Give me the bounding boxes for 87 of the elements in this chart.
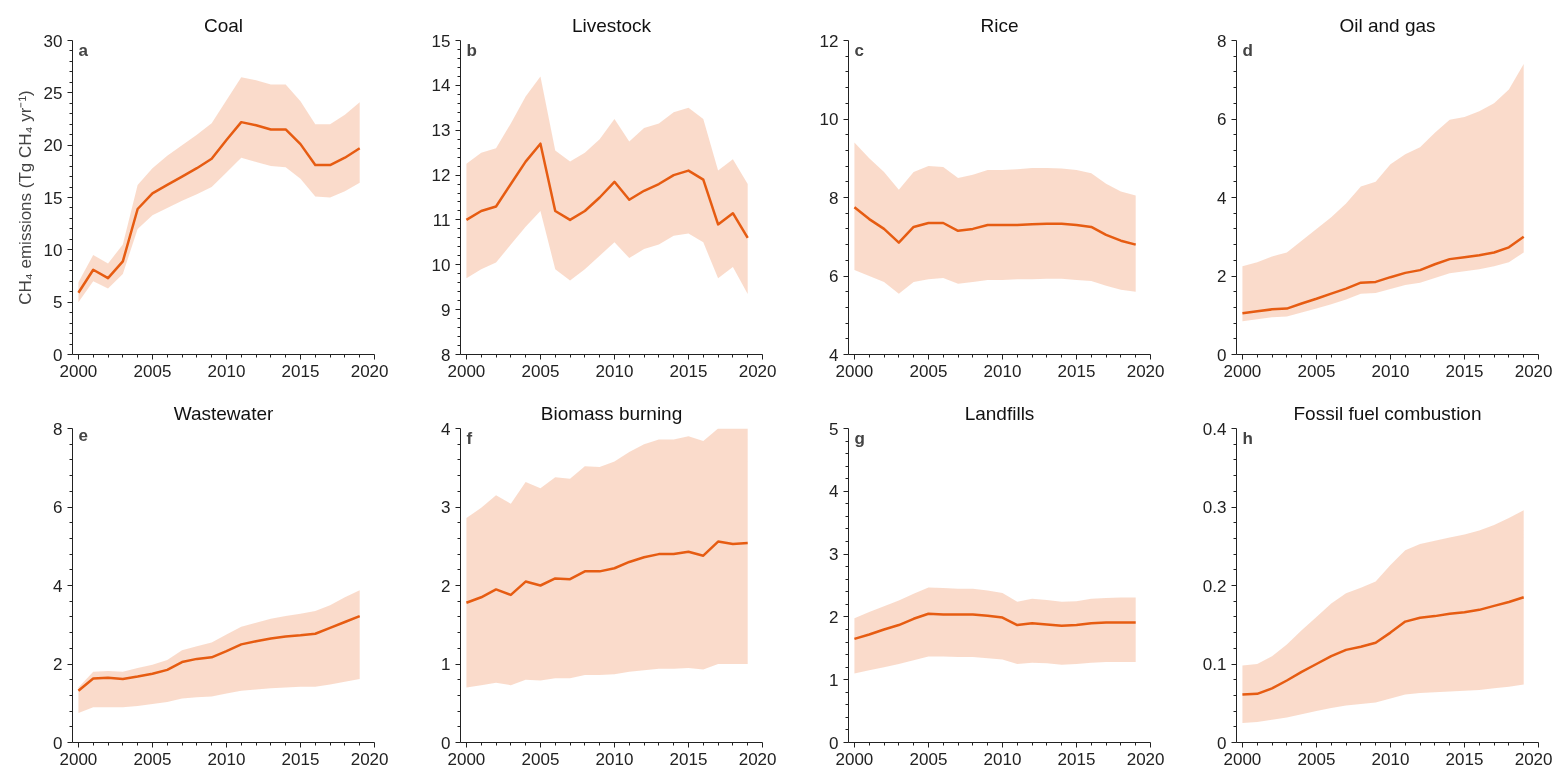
y-tick-label: 10 [819,110,839,129]
x-tick-label: 2005 [1297,749,1336,769]
y-tick-label: 0.1 [1202,655,1227,674]
annotation: f [466,428,473,448]
y-tick-label: 6 [53,498,63,517]
y-tick-label: 30 [43,31,63,51]
y-tick-label: 12 [431,166,451,186]
y-axis-title: CH₄ emissions (Tg CH₄ yr⁻¹) [15,90,35,305]
y-tick-label: 5 [829,419,839,439]
y-tick-label: 2 [53,655,63,674]
y-tick-label: 6 [829,267,839,286]
y-tick-label: 2 [829,607,839,627]
x-tick-label: 2010 [207,361,246,381]
y-tick-label: 8 [1217,31,1227,51]
x-tick-label: 2015 [281,361,320,381]
y-tick-label: 13 [431,121,451,141]
y-tick-label: 2 [441,576,451,596]
y-tick-label: 5 [53,293,63,313]
chart-title: Fossil fuel combustion [1293,402,1482,424]
x-tick-label: 2010 [207,749,246,769]
y-tick-label: 4 [1217,188,1227,208]
y-tick-label: 1 [441,655,451,674]
x-tick-label: 2015 [281,749,320,769]
y-tick-label: 20 [43,136,63,156]
chart-title: Landfills [964,402,1035,424]
annotation: c [854,40,864,60]
chart-title: Livestock [571,14,652,36]
x-tick-label: 2015 [669,361,708,381]
annotation: g [854,428,865,448]
chart-title: Coal [203,14,244,36]
y-tick-label: 10 [43,240,63,260]
x-tick-label: 2015 [1057,361,1096,381]
y-tick-label: 15 [43,188,63,208]
x-tick-label: 2010 [595,361,634,381]
x-tick-label: 2020 [1126,361,1165,381]
x-tick-label: 2005 [1297,361,1336,381]
y-tick-label: 6 [1217,110,1227,129]
annotation: d [1242,40,1253,60]
x-tick-label: 2010 [983,749,1022,769]
x-tick-label: 2020 [350,749,389,769]
x-tick-label: 2020 [350,361,389,381]
x-tick-label: 2015 [1445,749,1484,769]
x-tick-label: 2005 [133,361,172,381]
y-tick-label: 2 [1217,267,1227,286]
x-tick-label: 2005 [909,749,948,769]
x-tick-label: 2015 [1057,749,1096,769]
annotation: b [466,40,477,60]
y-tick-label: 0.4 [1202,419,1227,439]
x-tick-label: 2020 [738,749,777,769]
x-tick-label: 2020 [1126,749,1165,769]
chart-title: Oil and gas [1339,14,1436,36]
y-tick-label: 1 [829,670,839,690]
x-tick-label: 2015 [669,749,708,769]
x-tick-label: 2020 [1514,361,1553,381]
chart-title: Biomass burning [540,402,683,424]
y-tick-label: 4 [829,482,839,502]
y-tick-label: 0.2 [1202,576,1227,596]
annotation: e [78,425,88,445]
x-tick-label: 2020 [1514,749,1553,769]
y-tick-label: 4 [53,576,63,596]
y-tick-label: 3 [441,498,451,517]
y-tick-label: 3 [829,545,839,565]
x-tick-label: 2005 [521,749,560,769]
y-tick-label: 11 [432,210,451,230]
y-tick-label: 10 [431,255,451,275]
y-tick-label: 12 [819,31,839,51]
y-tick-label: 8 [829,188,839,208]
x-tick-label: 2005 [521,361,560,381]
x-tick-label: 2020 [738,361,777,381]
y-tick-label: 9 [441,300,451,320]
x-tick-label: 2010 [595,749,634,769]
x-tick-label: 2010 [1371,361,1410,381]
y-tick-label: 15 [431,31,451,51]
x-tick-label: 2005 [133,749,172,769]
y-tick-label: 14 [431,76,451,96]
annotation: a [78,40,89,60]
annotation: h [1242,428,1253,448]
y-tick-label: 25 [43,83,63,103]
y-tick-label: 0.3 [1202,498,1227,517]
x-tick-label: 2010 [1371,749,1410,769]
x-tick-label: 2010 [983,361,1022,381]
x-tick-label: 2005 [909,361,948,381]
y-tick-label: 4 [441,419,451,439]
chart-title: Wastewater [173,402,274,424]
x-tick-label: 2015 [1445,361,1484,381]
y-tick-label: 8 [53,419,63,439]
chart-title: Rice [980,14,1019,36]
